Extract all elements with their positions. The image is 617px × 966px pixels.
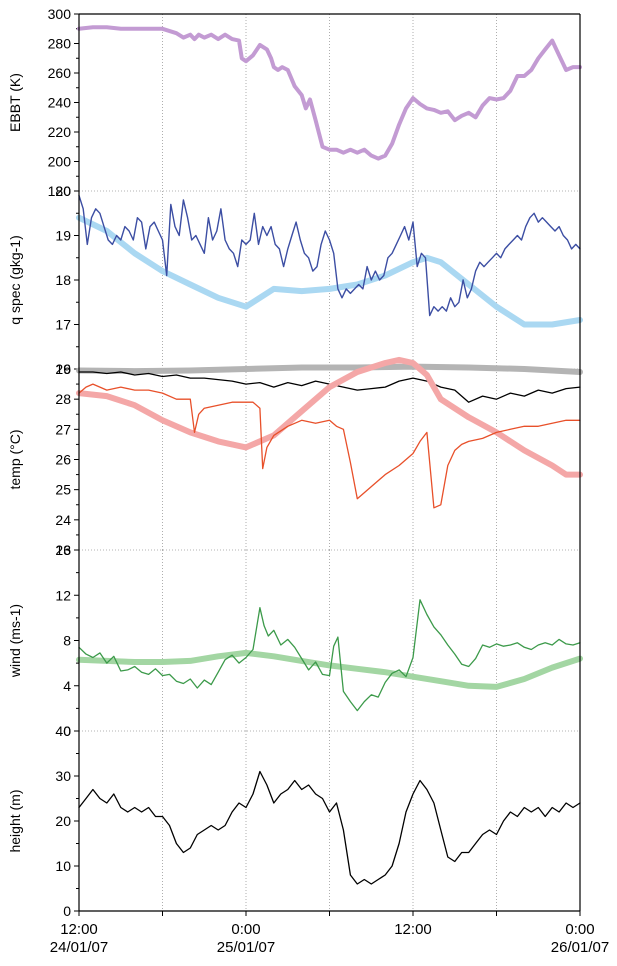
y-tick-label: 180 [48, 183, 72, 199]
y-tick-label: 0 [63, 903, 71, 919]
y-tick-label: 29 [55, 361, 71, 377]
y-axis-label: EBBT (K) [7, 73, 23, 132]
y-tick-label: 26 [55, 452, 71, 468]
y-tick-label: 280 [48, 36, 72, 52]
y-axis-label: height (m) [7, 789, 23, 852]
y-tick-label: 12 [55, 587, 71, 603]
panel-wind: 0 4 8 12 16 wind (ms-1) [7, 542, 583, 739]
x-tick-label-date: 26/01/07 [551, 939, 609, 956]
series-line-ebbt-0 [77, 25, 582, 161]
series-line-qspec-1 [78, 194, 581, 317]
y-tick-label: 19 [55, 228, 71, 244]
y-tick-label: 24 [55, 512, 71, 528]
panel-ebbt: 180 200 220 240 260 280 300 EBBT (K) [7, 6, 582, 199]
y-tick-label: 16 [55, 542, 71, 558]
x-tick-label-time: 12:00 [60, 921, 98, 938]
y-tick-label: 0 [63, 723, 71, 739]
y-tick-label: 20 [55, 183, 71, 199]
panel-temp: 23 24 25 26 27 28 29 temp (°C) [7, 356, 583, 558]
y-tick-label: 220 [48, 124, 72, 140]
series-line-height-0 [78, 770, 581, 885]
panel-height: 0 10 20 30 40 height (m) [7, 723, 581, 919]
y-tick-label: 10 [55, 858, 71, 874]
y-tick-label: 8 [63, 633, 71, 649]
panel-qspec: 16 17 18 19 20 q spec (gkg-1) [7, 183, 583, 377]
series-line-wind-1 [78, 599, 581, 712]
y-tick-label: 18 [55, 272, 71, 288]
y-tick-label: 27 [55, 421, 71, 437]
y-tick-label: 30 [55, 768, 71, 784]
x-tick-label-date: 25/01/07 [217, 939, 275, 956]
series-line-temp-3 [78, 383, 581, 509]
series-line-temp-0 [76, 363, 583, 375]
y-axis-label: q spec (gkg-1) [7, 235, 23, 324]
y-tick-label: 16 [55, 361, 71, 377]
y-tick-label: 300 [48, 6, 72, 22]
y-tick-label: 40 [55, 723, 71, 739]
y-tick-label: 28 [55, 391, 71, 407]
y-tick-label: 240 [48, 95, 72, 111]
x-tick-label-time: 0:00 [565, 921, 594, 938]
x-tick-label-time: 0:00 [231, 921, 260, 938]
y-tick-label: 17 [55, 317, 71, 333]
y-tick-label: 23 [55, 542, 71, 558]
x-tick-label-date: 24/01/07 [50, 939, 108, 956]
y-tick-label: 200 [48, 154, 72, 170]
y-axis-label: temp (°C) [7, 429, 23, 489]
y-tick-label: 25 [55, 482, 71, 498]
y-tick-label: 260 [48, 65, 72, 81]
y-tick-label: 20 [55, 813, 71, 829]
y-tick-label: 4 [63, 678, 71, 694]
y-axis-label: wind (ms-1) [7, 604, 23, 678]
series-line-temp-2 [76, 356, 583, 478]
x-tick-label-time: 12:00 [394, 921, 432, 938]
series-line-wind-0 [76, 649, 583, 690]
